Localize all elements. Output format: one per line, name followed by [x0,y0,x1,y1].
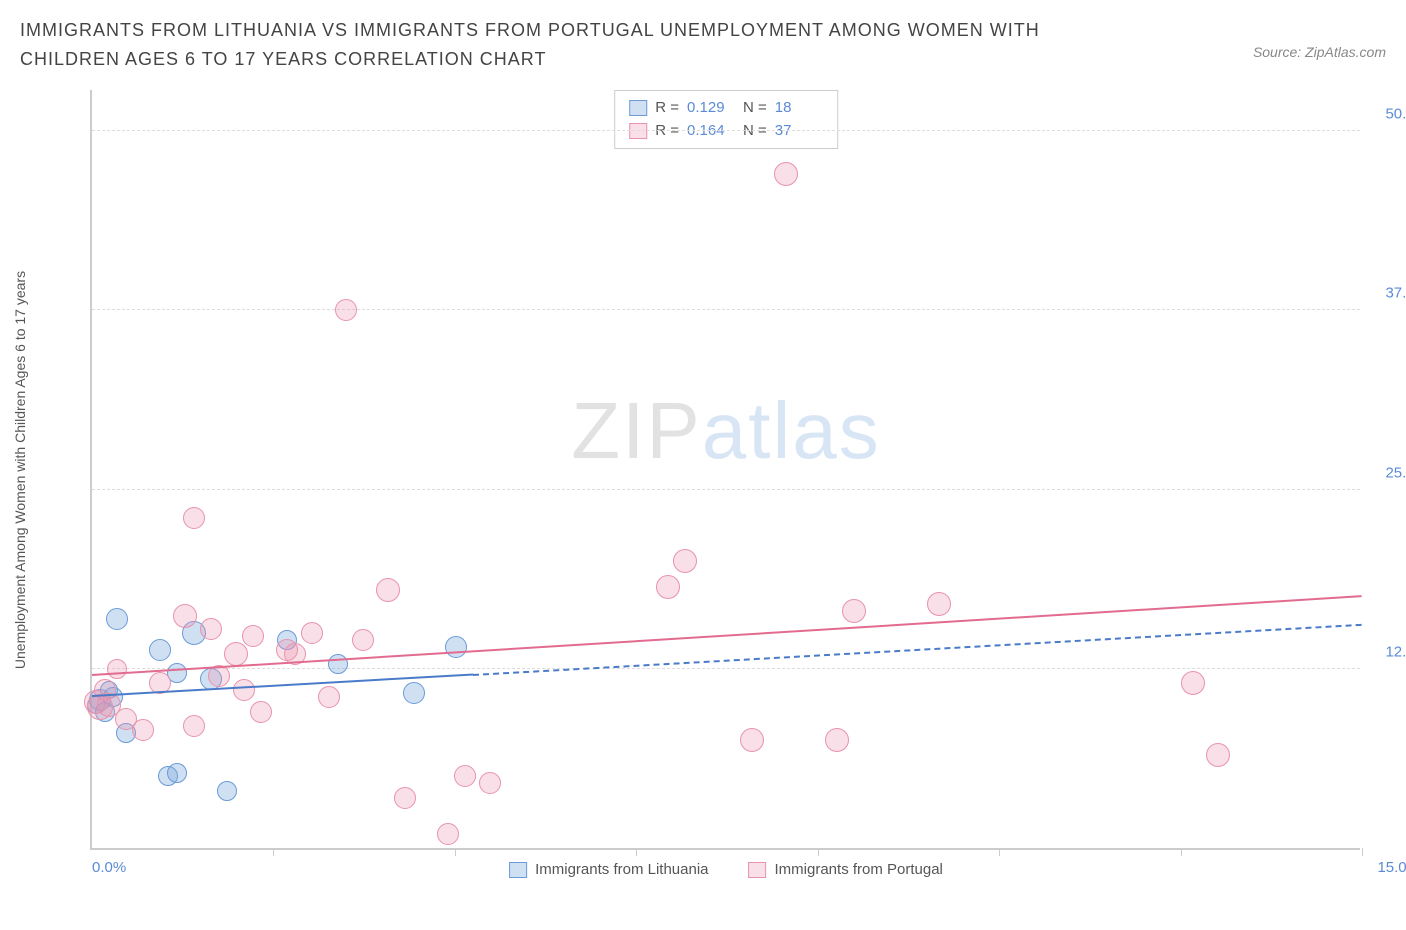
marker-portugal [132,719,154,741]
marker-portugal [1181,671,1205,695]
marker-lithuania [445,636,467,658]
swatch-lithuania [629,100,647,116]
y-tick-label: 12.5% [1385,643,1406,660]
gridline [92,489,1360,490]
y-tick-label: 37.5% [1385,285,1406,302]
x-tick [636,848,637,856]
x-tick [1181,848,1182,856]
marker-portugal [318,686,340,708]
y-axis-title: Unemployment Among Women with Children A… [12,271,28,669]
watermark-part2: atlas [702,386,881,475]
marker-portugal [842,599,866,623]
x-tick [1362,848,1363,856]
n-label: N = [743,97,767,120]
legend-label-lithuania: Immigrants from Lithuania [535,861,708,878]
x-tick [999,848,1000,856]
x-axis-min-label: 0.0% [92,859,126,876]
marker-portugal [774,162,798,186]
marker-portugal [183,715,205,737]
chart-area: Unemployment Among Women with Children A… [68,90,1388,850]
legend-item-lithuania: Immigrants from Lithuania [509,861,708,878]
marker-portugal [242,625,264,647]
marker-portugal [656,575,680,599]
gridline [92,130,1360,131]
gridline [92,309,1360,310]
scatter-plot: ZIPatlas R = 0.129 N = 18 R = 0.164 N = … [90,90,1360,850]
chart-title: IMMIGRANTS FROM LITHUANIA VS IMMIGRANTS … [20,16,1110,74]
gridline [92,668,1360,669]
x-tick [818,848,819,856]
marker-portugal [437,823,459,845]
marker-portugal [224,642,248,666]
r-label: R = [655,97,679,120]
legend-swatch-portugal [749,862,767,878]
marker-portugal [352,629,374,651]
y-tick-label: 25.0% [1385,464,1406,481]
y-tick-label: 50.0% [1385,106,1406,123]
chart-header: IMMIGRANTS FROM LITHUANIA VS IMMIGRANTS … [0,0,1406,82]
marker-portugal [740,728,764,752]
marker-lithuania [217,781,237,801]
r-value-lithuania: 0.129 [687,97,735,120]
marker-portugal [183,507,205,529]
n-value-lithuania: 18 [775,97,823,120]
marker-lithuania [149,639,171,661]
marker-portugal [301,622,323,644]
marker-lithuania [403,682,425,704]
marker-lithuania [167,763,187,783]
legend-item-portugal: Immigrants from Portugal [749,861,943,878]
legend-swatch-lithuania [509,862,527,878]
marker-portugal [394,787,416,809]
watermark: ZIPatlas [571,385,880,477]
marker-portugal [825,728,849,752]
marker-portugal [479,772,501,794]
marker-portugal [376,578,400,602]
legend-label-portugal: Immigrants from Portugal [775,861,943,878]
marker-portugal [673,549,697,573]
x-tick [455,848,456,856]
watermark-part1: ZIP [571,386,701,475]
chart-source: Source: ZipAtlas.com [1253,16,1386,60]
marker-portugal [200,618,222,640]
marker-lithuania [106,608,128,630]
marker-portugal [107,659,127,679]
series-legend: Immigrants from Lithuania Immigrants fro… [509,861,943,878]
marker-portugal [250,701,272,723]
marker-portugal [927,592,951,616]
x-axis-max-label: 15.0% [1377,859,1406,876]
marker-portugal [335,299,357,321]
correlation-stats-box: R = 0.129 N = 18 R = 0.164 N = 37 [614,90,838,149]
marker-portugal [454,765,476,787]
marker-portugal [233,679,255,701]
marker-portugal [173,604,197,628]
stats-row-lithuania: R = 0.129 N = 18 [629,97,823,120]
marker-portugal [1206,743,1230,767]
x-tick [273,848,274,856]
